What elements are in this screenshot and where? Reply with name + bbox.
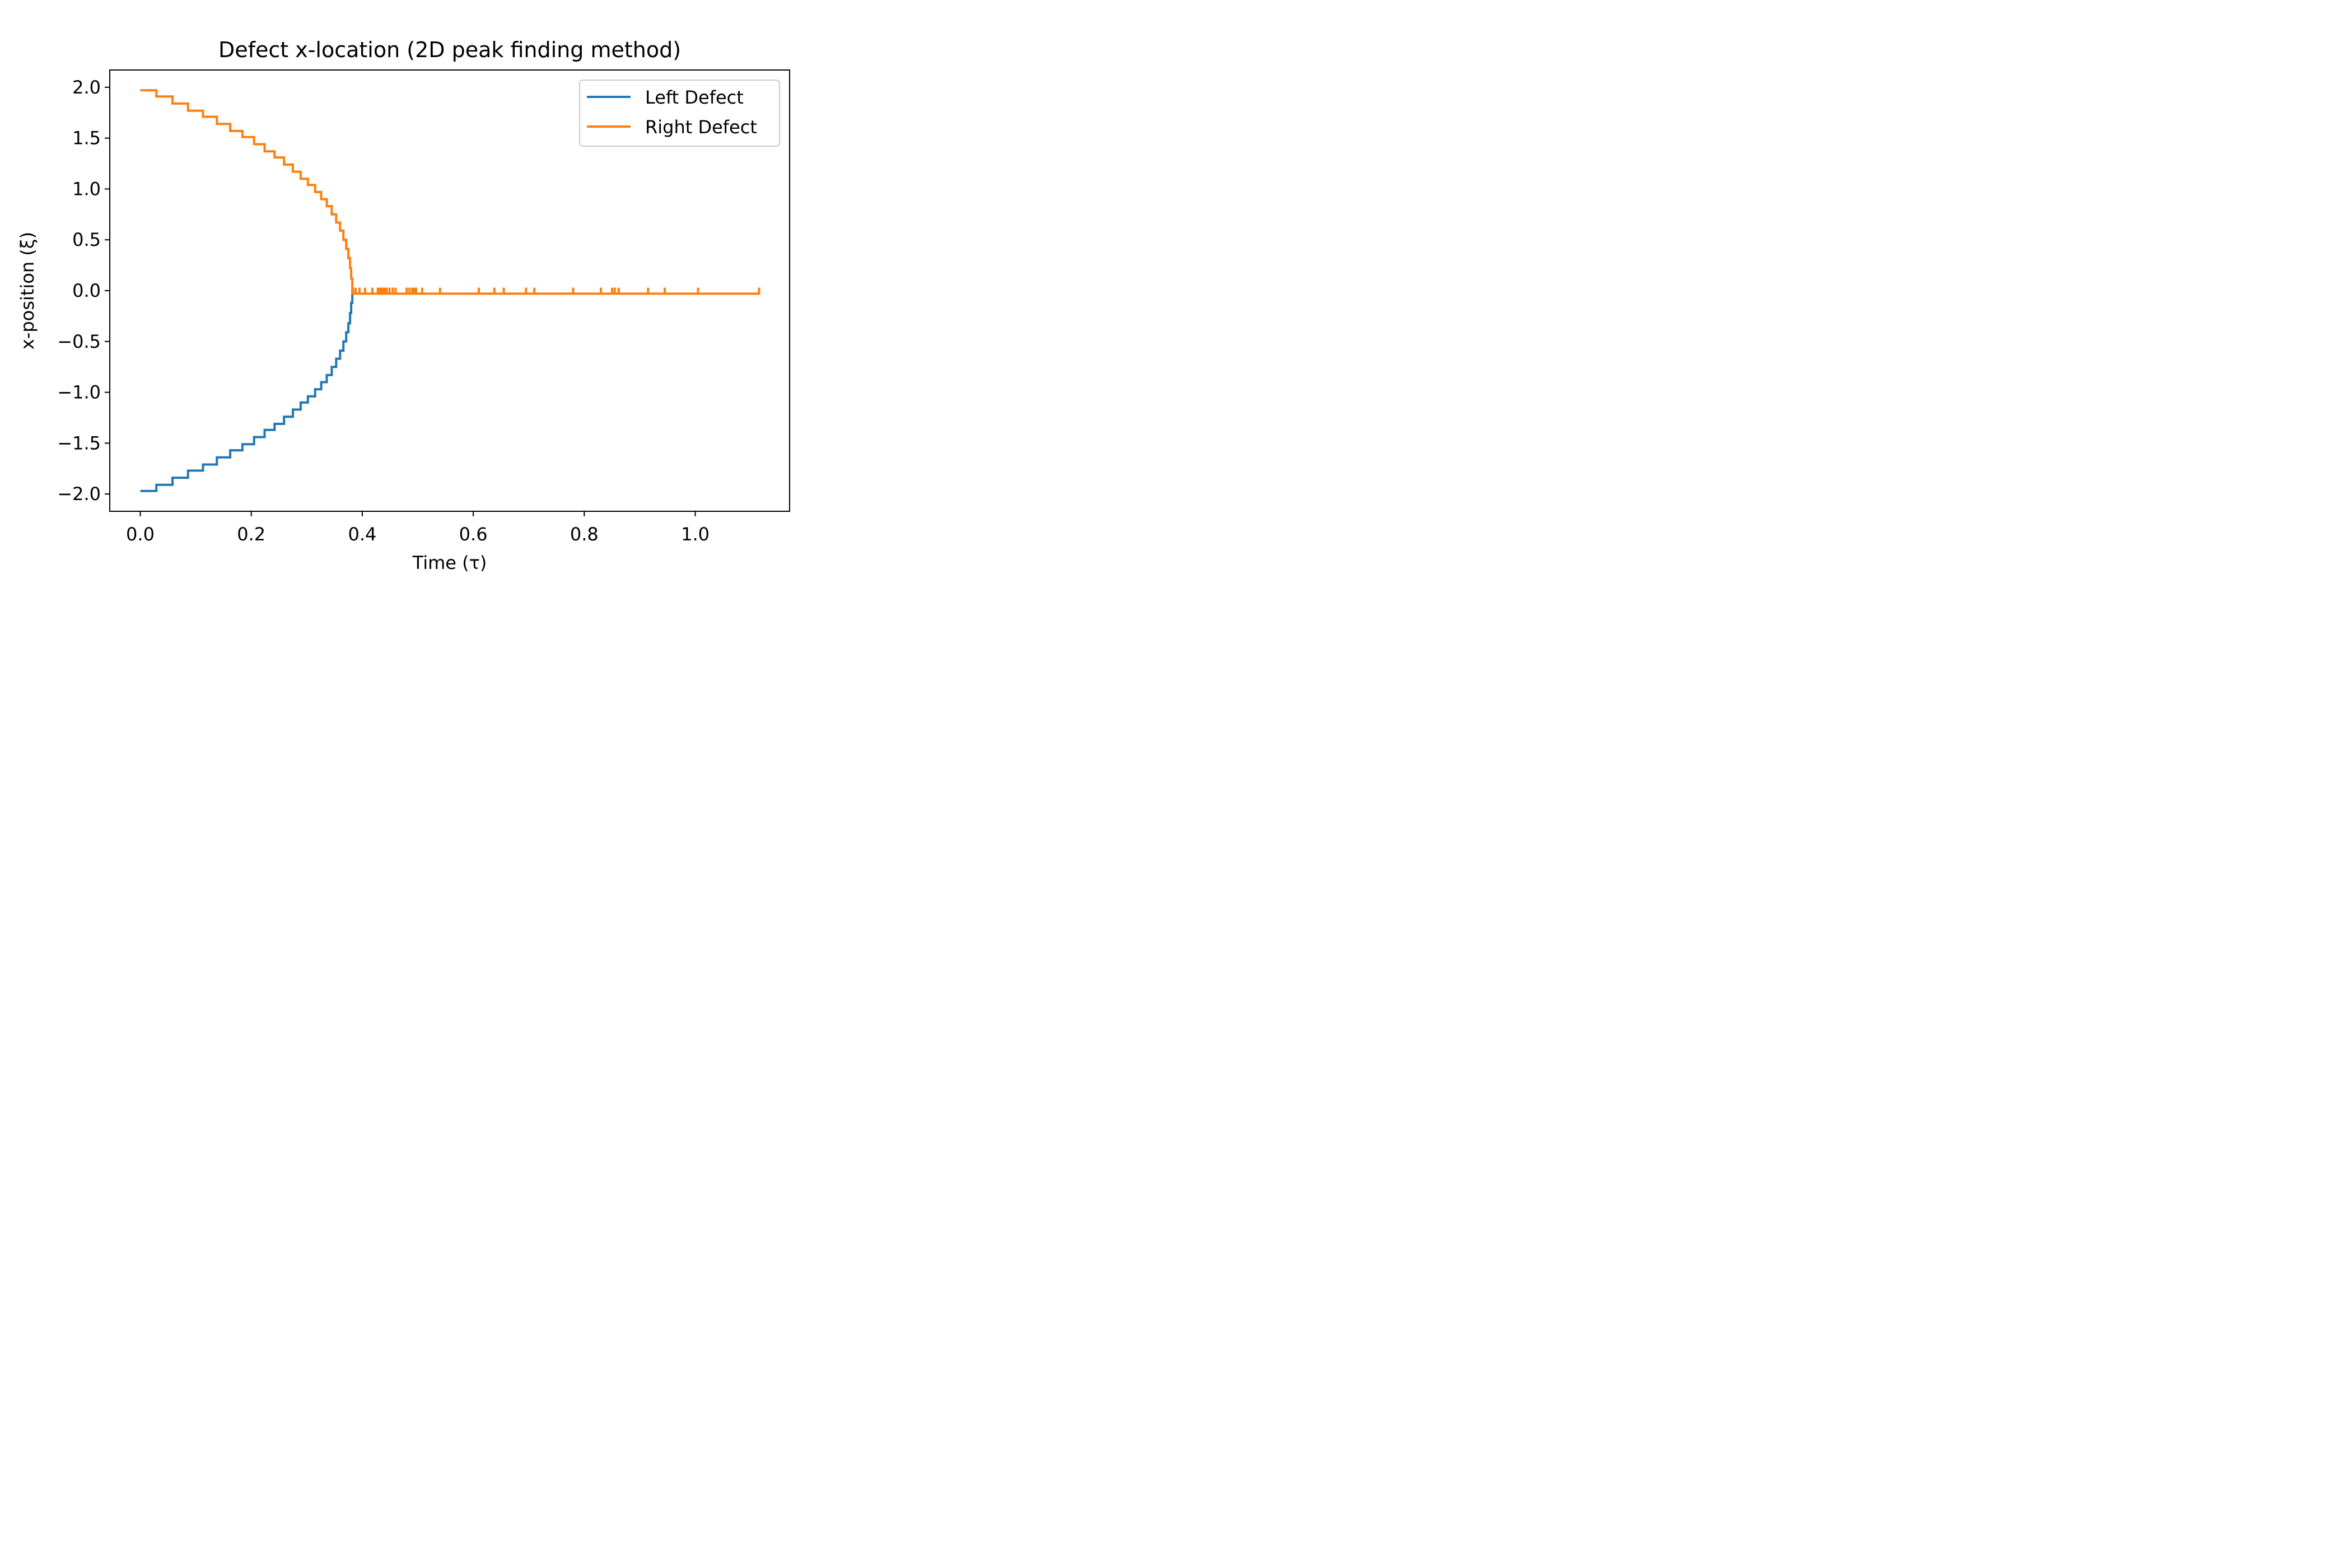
y-tick-label: 0.5 bbox=[72, 229, 101, 250]
legend-label-left-defect: Left Defect bbox=[645, 87, 744, 108]
y-tick-label: 1.0 bbox=[72, 178, 101, 199]
y-tick-label: −1.0 bbox=[57, 382, 101, 403]
y-tick-label: 1.5 bbox=[72, 128, 101, 149]
series-line-right-defect bbox=[140, 89, 760, 295]
legend: Left Defect Right Defect bbox=[579, 80, 780, 147]
x-tick-label: 0.2 bbox=[237, 524, 265, 545]
y-tick-label: −0.5 bbox=[57, 331, 101, 352]
chart: Defect x-location (2D peak finding metho… bbox=[0, 0, 874, 582]
x-tick-label: 0.8 bbox=[570, 524, 599, 545]
x-tick-label: 0.4 bbox=[348, 524, 376, 545]
x-axis-label: Time (τ) bbox=[412, 552, 487, 573]
y-axis-label: x-position (ξ) bbox=[17, 232, 38, 349]
y-axis-ticks: 2.0 1.5 1.0 0.5 0.0 −0.5 −1.0 −1.5 −2.0 bbox=[57, 77, 110, 505]
series-line-left-defect bbox=[140, 293, 354, 492]
legend-label-right-defect: Right Defect bbox=[645, 116, 757, 138]
plot-frame bbox=[109, 69, 790, 512]
plot-layer bbox=[140, 89, 760, 492]
x-tick-label: 0.6 bbox=[459, 524, 488, 545]
y-tick-label: 2.0 bbox=[72, 77, 101, 98]
y-tick-label: −2.0 bbox=[57, 483, 101, 505]
x-axis-ticks: 0.0 0.2 0.4 0.6 0.8 1.0 bbox=[126, 511, 710, 545]
x-tick-label: 0.0 bbox=[126, 524, 155, 545]
y-tick-label: 0.0 bbox=[72, 280, 101, 301]
x-tick-label: 1.0 bbox=[681, 524, 710, 545]
y-tick-label: −1.5 bbox=[57, 432, 101, 454]
chart-title: Defect x-location (2D peak finding metho… bbox=[218, 38, 681, 62]
